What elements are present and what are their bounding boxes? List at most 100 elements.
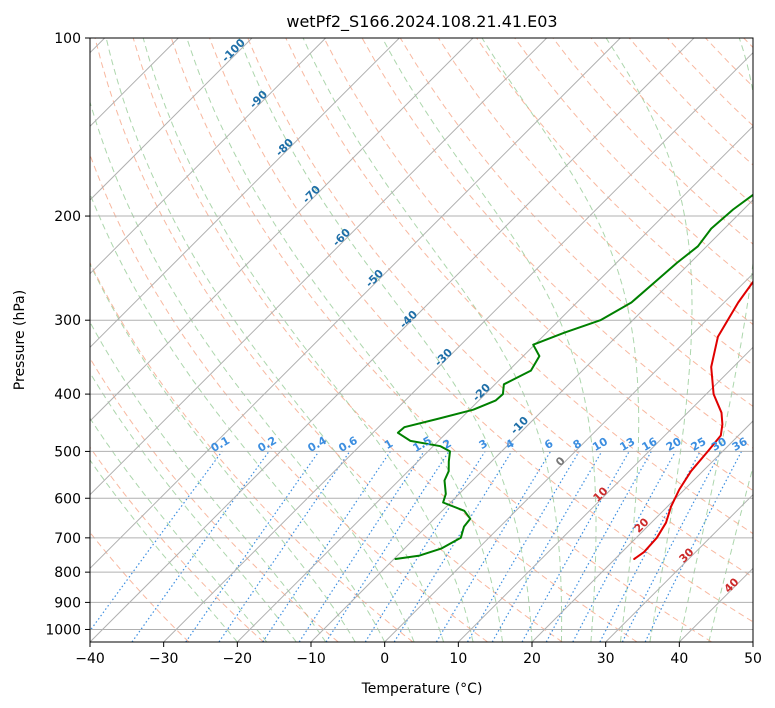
dry-adiabats [90, 38, 753, 642]
mixing-ratio-label: 6 [542, 437, 555, 452]
mixing-ratio-line [545, 451, 652, 642]
y-tick-label: 600 [54, 491, 81, 507]
dry-adiabat [94, 38, 563, 642]
y-tick-label: 700 [54, 531, 81, 547]
mixing-ratio-line [90, 451, 223, 632]
isotherms [90, 38, 753, 642]
dry-adiabat [743, 38, 753, 49]
dry-adiabat [90, 153, 488, 642]
x-tick-label: −40 [75, 651, 105, 667]
dry-adiabat [170, 38, 712, 642]
isotherm-label: 10 [591, 484, 611, 504]
isotherm-line [90, 38, 621, 570]
chart-title: wetPf2_S166.2024.108.21.41.E03 [286, 12, 557, 32]
dry-adiabat [209, 38, 753, 623]
y-tick-label: 500 [54, 444, 81, 460]
isotherm-line [90, 38, 327, 275]
dry-adiabat [514, 38, 753, 285]
moist-adiabat [481, 38, 640, 642]
y-tick-label: 800 [54, 565, 81, 581]
dry-adiabat [90, 446, 264, 642]
isotherm-line [236, 125, 753, 642]
mixing-ratio-line [325, 451, 450, 642]
moist-adiabat [90, 321, 327, 642]
moist-adiabat [90, 459, 238, 642]
isotherm-label: -10 [508, 414, 531, 437]
mixing-ratio-line [572, 451, 677, 642]
isotherm-label: -20 [470, 381, 493, 404]
moist-adiabat [105, 38, 445, 642]
temperature-line [633, 280, 753, 560]
isotherm-line [310, 199, 753, 642]
dewpoint-line [394, 193, 753, 560]
dry-adiabat [705, 38, 753, 88]
dry-adiabat [132, 38, 638, 642]
dry-adiabat [437, 38, 753, 366]
moist-adiabat [381, 38, 597, 642]
moist-adiabat [302, 38, 563, 642]
dry-adiabat [323, 38, 753, 492]
mixing-ratio-line [218, 451, 351, 642]
isotherm-line [90, 38, 474, 422]
y-axis-ticks: 100 200 300 400 500 600 700 800 900 1000 [45, 31, 90, 638]
x-tick-label: 20 [523, 651, 541, 667]
y-axis-label: Pressure (hPa) [12, 290, 28, 390]
x-axis-ticks: −40 −30 −20 −10 0 10 20 30 40 50 [75, 642, 762, 667]
moist-adiabat [678, 38, 753, 642]
dry-adiabat [247, 38, 753, 578]
moist-adiabat [90, 192, 386, 642]
x-tick-label: 40 [670, 651, 688, 667]
isotherm-line [752, 641, 753, 642]
pressure-gridlines [90, 38, 753, 630]
dry-adiabat [90, 261, 414, 642]
x-tick-label: 30 [597, 651, 615, 667]
isotherm-line [90, 38, 695, 642]
mixing-ratio-lines [90, 451, 743, 642]
mixing-ratio-line [521, 451, 630, 642]
mixing-ratio-label: 4 [503, 437, 516, 452]
y-tick-label: 200 [54, 209, 81, 225]
isotherm-label: -100 [219, 36, 248, 65]
isotherm-line [163, 51, 753, 642]
isotherm-line [90, 38, 548, 496]
isotherm-line [678, 567, 753, 642]
x-tick-label: 0 [380, 651, 389, 667]
moist-adiabat [90, 262, 356, 642]
isotherm-line [605, 493, 753, 642]
x-tick-label: 50 [744, 651, 762, 667]
sounding-series [394, 193, 753, 560]
x-tick-label: −30 [149, 651, 179, 667]
mixing-ratio-line [466, 451, 580, 642]
isotherm-line [90, 38, 400, 349]
moist-adiabat [186, 38, 503, 642]
mixing-ratio-line [621, 451, 722, 642]
x-axis-label: Temperature (°C) [361, 681, 483, 697]
mixing-ratio-line [262, 451, 391, 642]
mixing-ratio-line [298, 451, 425, 642]
isotherm-label: -90 [247, 88, 270, 111]
dry-adiabat [90, 357, 339, 642]
mixing-ratio-line [364, 451, 486, 642]
mixing-ratio-line [185, 451, 320, 642]
isotherm-line [531, 420, 753, 642]
plot-area: 0.1 0.2 0.4 0.6 1 1.5 2 3 4 6 8 10 13 16 20 25 30 36-100-… [90, 36, 753, 642]
isotherm-line [457, 346, 753, 642]
moist-adiabat [90, 417, 268, 642]
moist-adiabat [708, 464, 753, 642]
x-tick-label: 10 [449, 651, 467, 667]
isotherm-label: -30 [432, 346, 455, 369]
isotherm-label: -40 [397, 308, 420, 331]
isotherm-label: -70 [300, 183, 323, 206]
y-tick-label: 100 [54, 31, 81, 47]
isotherm-label: -80 [273, 136, 296, 159]
moist-adiabat [90, 371, 297, 642]
y-tick-label: 900 [54, 595, 81, 611]
mixing-ratio-line [644, 451, 743, 642]
mixing-ratio-line [393, 451, 513, 642]
plot-frame [89, 37, 754, 643]
dry-adiabat [552, 38, 753, 245]
moist-adiabat [238, 38, 533, 642]
isotherm-line [90, 38, 253, 201]
isotherm-label: 30 [677, 545, 697, 565]
